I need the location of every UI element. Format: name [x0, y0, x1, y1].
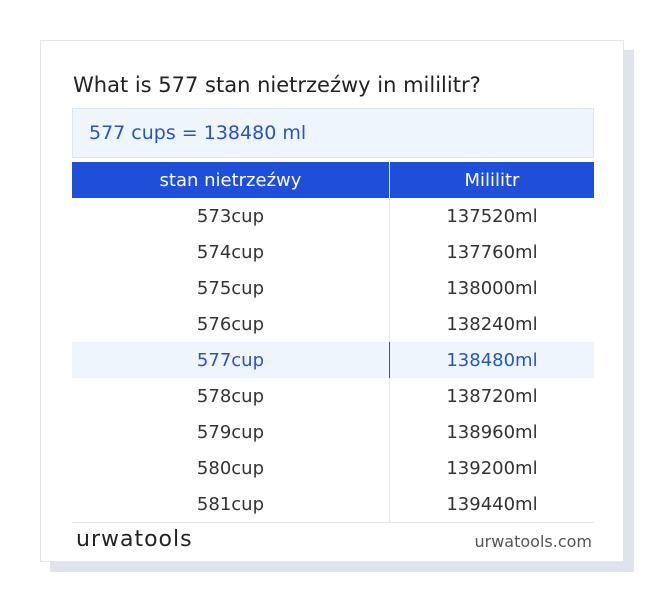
- table-row: 581cup 139440ml: [72, 486, 594, 523]
- result-box: 577 cups = 138480 ml: [72, 108, 594, 158]
- table-cell: 578cup: [196, 385, 265, 407]
- header-row: stan nietrzeźwy Mililitr: [72, 162, 594, 198]
- table-cell: 139200ml: [388, 450, 594, 486]
- table-cell: 574cup: [196, 241, 265, 263]
- table-cell: 577cup: [72, 342, 390, 378]
- site-link[interactable]: urwatools.com: [474, 532, 593, 551]
- conversion-table: stan nietrzeźwy Mililitr 573cup 137520ml 5…: [72, 162, 594, 523]
- table-cell: 137760ml: [388, 234, 594, 270]
- title: What is 577 stan nietrzeźwy in mililitr?: [73, 73, 481, 97]
- table-cell: 138480ml: [388, 342, 594, 378]
- header-cell: stan nietrzeźwy: [72, 162, 390, 198]
- table-row: 577cup 138480ml: [72, 342, 594, 378]
- table-row: 578cup 138720ml: [72, 378, 594, 414]
- table-row: 580cup 139200ml: [72, 450, 594, 486]
- table-cell: 138720ml: [388, 378, 594, 414]
- table-cell: 579cup: [196, 421, 265, 443]
- table-cell: 138240ml: [388, 306, 594, 342]
- header-cell: Mililitr: [388, 162, 594, 198]
- brand-logo[interactable]: urwatools: [76, 527, 193, 552]
- table-row: 574cup 137760ml: [72, 234, 594, 270]
- table-cell: 576cup: [196, 313, 265, 335]
- table-row: 575cup 138000ml: [72, 270, 594, 306]
- table-cell: 573cup: [196, 205, 265, 227]
- table-row: 579cup 138960ml: [72, 414, 594, 450]
- table-cell: 138960ml: [388, 414, 594, 450]
- table-cell: 139440ml: [388, 486, 594, 523]
- table-body: 573cup 137520ml 574cup 137760ml 575cup 138000…: [72, 198, 594, 523]
- table-cell: 138000ml: [388, 270, 594, 306]
- table-cell: 137520ml: [388, 198, 594, 234]
- table-cell: 580cup: [196, 457, 265, 479]
- table-cell: 575cup: [196, 277, 265, 299]
- table-row: 573cup 137520ml: [72, 198, 594, 234]
- table-cell: 581cup: [72, 486, 390, 523]
- table-row: 576cup 138240ml: [72, 306, 594, 342]
- card: What is 577 stan nietrzeźwy in mililitr?…: [40, 40, 624, 562]
